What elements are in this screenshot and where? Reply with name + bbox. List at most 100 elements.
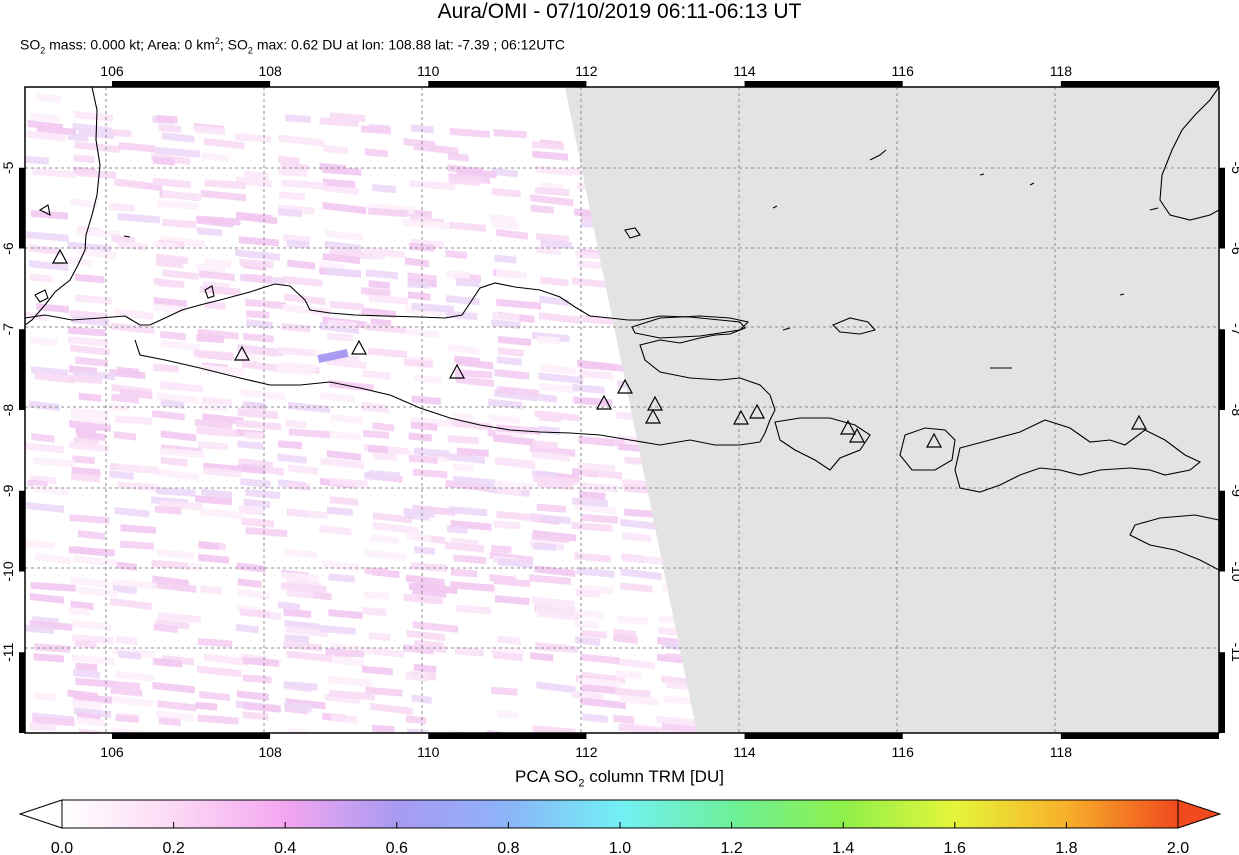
so2-pixel — [160, 330, 186, 341]
so2-pixel — [540, 276, 569, 287]
so2-pixel — [202, 413, 244, 425]
so2-pixel — [109, 403, 130, 412]
so2-pixel — [196, 426, 239, 438]
so2-pixel — [199, 507, 244, 520]
so2-pixel — [76, 586, 118, 598]
volcano-icon — [51, 248, 69, 264]
volcano-icon — [1130, 414, 1148, 430]
so2-pixel — [405, 574, 445, 587]
so2-pixel — [279, 191, 306, 201]
so2-pixel — [288, 428, 330, 439]
so2-pixel — [492, 651, 523, 662]
so2-pixel — [154, 505, 182, 515]
so2-pixel — [496, 424, 541, 436]
so2-pixel — [238, 236, 279, 247]
so2-pixel — [497, 486, 522, 496]
so2-pixel — [456, 167, 497, 179]
so2-pixel — [281, 275, 323, 287]
so2-pixel — [109, 203, 135, 212]
so2-pixel — [365, 646, 405, 659]
so2-pixel — [33, 484, 69, 496]
so2-pixel — [78, 392, 102, 402]
lat-tick-label: -8 — [1229, 404, 1239, 417]
so2-pixel — [456, 646, 480, 656]
so2-pixel — [34, 371, 75, 384]
frame-bar — [744, 81, 903, 87]
so2-pixel — [370, 702, 413, 715]
so2-pixel — [76, 716, 105, 727]
so2-pixel — [326, 267, 360, 278]
so2-pixel — [74, 110, 113, 122]
so2-pixel — [539, 382, 575, 394]
so2-pixel — [197, 665, 242, 678]
so2-pixel — [613, 714, 635, 724]
so2-pixel — [238, 505, 264, 516]
lon-tick-label: 118 — [1050, 744, 1073, 760]
so2-pixel — [491, 188, 521, 198]
so2-pixel — [112, 584, 137, 595]
so2-pixel — [619, 695, 659, 706]
so2-pixel — [411, 124, 434, 134]
so2-pixel — [328, 750, 360, 761]
coastline-java-north — [25, 282, 629, 326]
so2-pixel — [447, 152, 469, 162]
lon-tick-label: 114 — [733, 744, 756, 760]
so2-pixel — [278, 440, 303, 450]
lat-tick-label: -9 — [1229, 485, 1239, 498]
so2-pixel — [620, 568, 662, 581]
so2-pixel — [69, 514, 110, 525]
so2-pixel — [405, 672, 429, 682]
so2-pixel — [447, 435, 479, 445]
map-title: Aura/OMI - 07/10/2019 06:11-06:13 UT — [437, 0, 802, 23]
so2-pixel — [372, 183, 397, 194]
frame-bar — [428, 81, 587, 87]
frame-bar — [111, 733, 271, 739]
so2-pixel — [373, 743, 405, 753]
so2-pixel — [580, 697, 626, 710]
so2-pixel — [278, 601, 300, 611]
so2-pixel — [447, 344, 479, 355]
so2-pixel — [74, 707, 112, 719]
colorbar-tick-label: 1.8 — [1055, 840, 1077, 855]
so2-pixel — [241, 518, 275, 528]
volcano-icon — [233, 345, 251, 361]
so2-pixel — [536, 609, 579, 621]
so2-pixel — [28, 400, 60, 412]
so2-pixel — [540, 239, 572, 250]
so2-pixel — [117, 240, 148, 252]
so2-pixel — [580, 653, 620, 665]
so2-pixel — [614, 687, 651, 698]
so2-pixel — [286, 650, 332, 662]
so2-pixel — [361, 287, 391, 297]
so2-pixel — [325, 229, 364, 242]
so2-pixel — [455, 368, 493, 379]
so2-pixel — [25, 155, 49, 165]
so2-pixel — [576, 567, 615, 578]
so2-pixel — [118, 650, 141, 660]
so2-pixel — [237, 589, 270, 600]
so2-pixel — [324, 430, 361, 441]
so2-pixel — [456, 746, 499, 758]
so2-pixel — [619, 658, 655, 670]
so2-pixel — [120, 524, 156, 534]
so2-pixel — [449, 127, 490, 138]
so2-pixel — [372, 724, 395, 733]
so2-pixel — [75, 294, 113, 305]
so2-pixel — [409, 454, 438, 464]
so2-pixel — [160, 399, 185, 409]
so2-pixel — [409, 180, 456, 191]
so2-pixel — [284, 620, 320, 631]
so2-pixel — [582, 713, 608, 724]
so2-pixel — [110, 598, 152, 611]
so2-pixel — [75, 677, 117, 688]
so2-pixel — [236, 562, 266, 573]
so2-pixel — [158, 612, 201, 624]
so2-pixel — [325, 647, 365, 658]
so2-pixel — [531, 596, 575, 608]
so2-pixel — [30, 336, 58, 347]
so2-pixel — [496, 228, 528, 240]
so2-pixel — [326, 450, 362, 461]
volcano-icon — [350, 339, 368, 355]
so2-pixel — [198, 440, 228, 451]
